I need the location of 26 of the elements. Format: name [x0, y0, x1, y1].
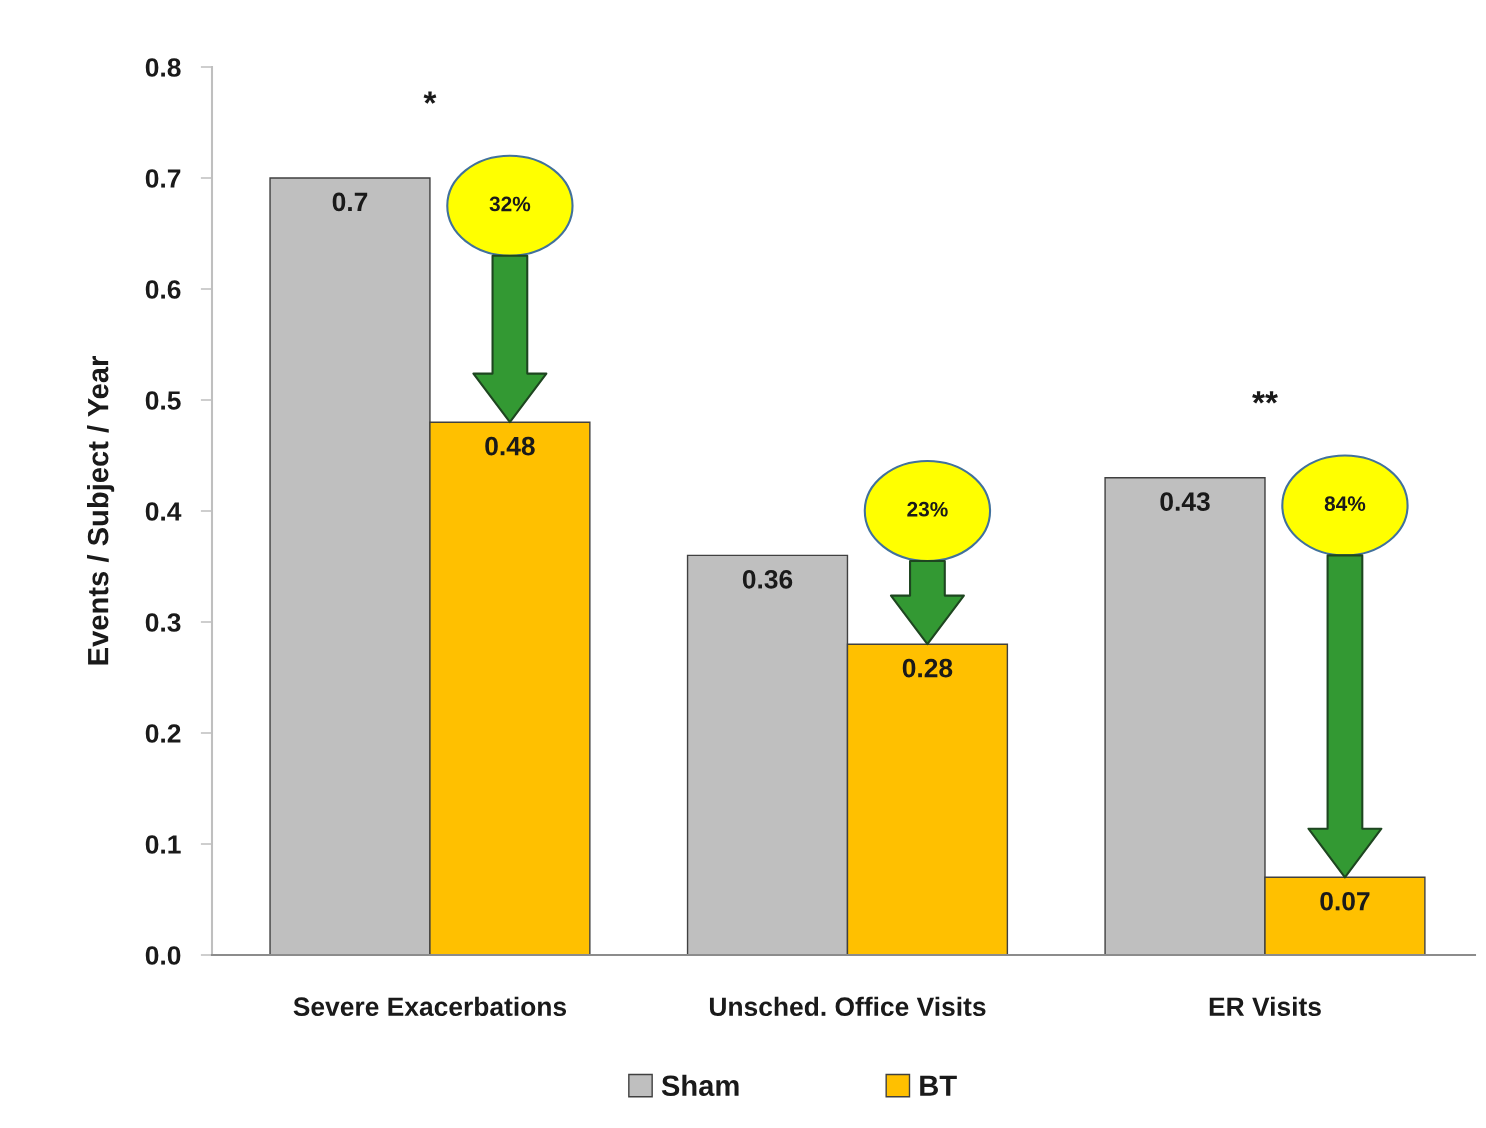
data-label: 0.28: [902, 658, 953, 678]
annotation: **: [1252, 391, 1278, 404]
data-label: 0.43: [1160, 492, 1210, 512]
data-label: 0.48: [485, 436, 535, 456]
y-axis-title: Events / Subject / Year: [87, 356, 115, 665]
x-tick-label: Unsched. Office Visits: [709, 996, 986, 1017]
y-tick-label: 0.0: [145, 946, 181, 965]
y-tick-label: 0.5: [145, 391, 181, 410]
data-label: 0.36: [742, 569, 793, 589]
x-tick-label: ER Visits: [1209, 996, 1321, 1017]
y-tick-label: 0.2: [145, 724, 181, 743]
annotation: 32%: [489, 196, 531, 212]
y-tick-label: 0.8: [145, 58, 181, 77]
annotation: *: [423, 91, 437, 104]
y-tick-label: 0.6: [145, 280, 181, 299]
annotation: 84%: [1324, 496, 1366, 512]
y-tick-label: 0.1: [145, 835, 181, 854]
legend-label: BT: [920, 1075, 957, 1096]
x-tick-label: Severe Exacerbations: [293, 996, 567, 1017]
y-tick-label: 0.3: [145, 613, 181, 632]
legend-label: Sham: [661, 1074, 739, 1097]
y-tick-label: 0.7: [145, 169, 181, 188]
annotation: 23%: [907, 501, 948, 517]
y-tick-label: 0.4: [145, 502, 182, 521]
data-label: 0.07: [1320, 891, 1370, 911]
data-label: 0.7: [332, 192, 368, 212]
